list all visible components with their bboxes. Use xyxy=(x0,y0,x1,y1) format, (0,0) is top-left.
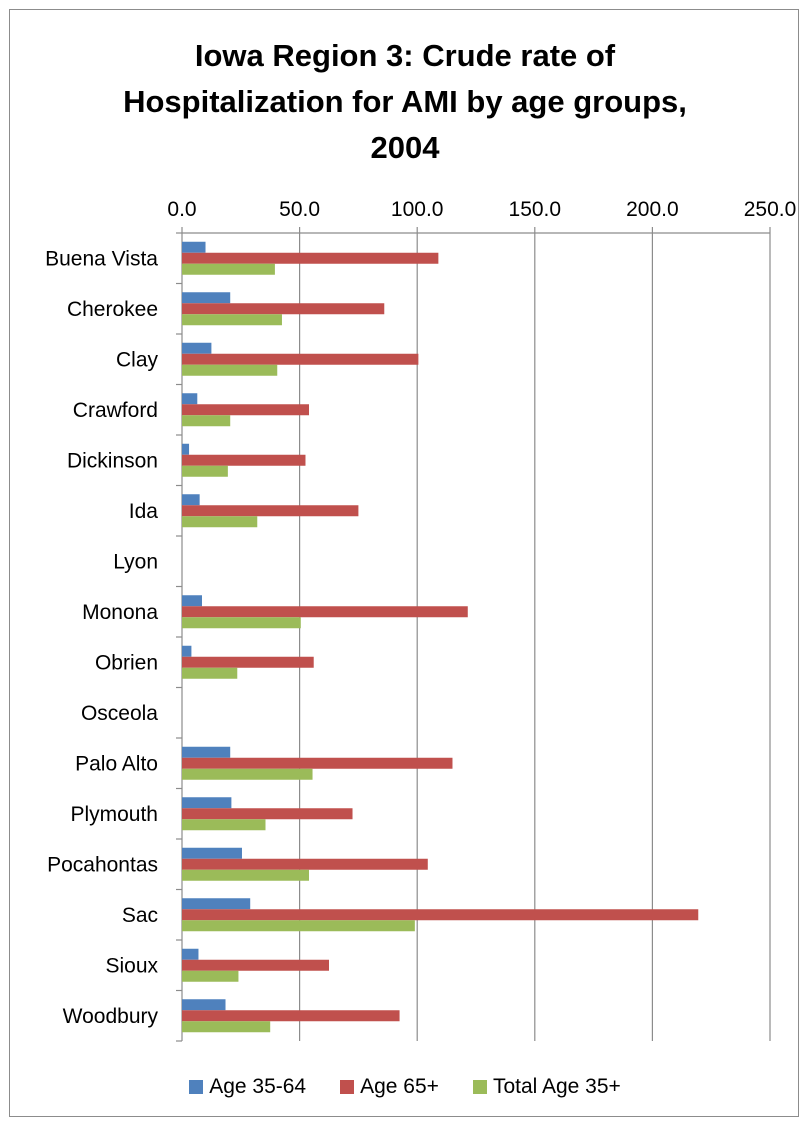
bar-age-35-64 xyxy=(182,948,199,960)
bar-total-age-35 xyxy=(182,314,282,326)
y-category-label: Plymouth xyxy=(70,803,158,826)
legend-item-age-65-plus: Age 65+ xyxy=(340,1075,439,1099)
y-category-label: Sac xyxy=(122,904,158,927)
bar-age-35-64 xyxy=(182,645,192,657)
bar-age-35-64 xyxy=(182,393,198,405)
y-category-label: Ida xyxy=(129,500,159,523)
legend-label-age-65-plus: Age 65+ xyxy=(360,1075,439,1098)
x-tick-label: 150.0 xyxy=(509,198,562,221)
bar-total-age-35 xyxy=(182,920,415,932)
y-category-label: Palo Alto xyxy=(75,752,158,775)
bar-age-35-64 xyxy=(182,342,212,354)
y-category-label: Dickinson xyxy=(67,449,158,472)
chart-title-line-2: Hospitalization for AMI by age groups, xyxy=(123,84,687,119)
bar-age-65 xyxy=(182,656,314,668)
bar-age-35-64 xyxy=(182,595,202,607)
chart-legend: Age 35-64 Age 65+ Total Age 35+ xyxy=(0,1075,810,1099)
bar-total-age-35 xyxy=(182,667,238,679)
x-tick-label: 250.0 xyxy=(744,198,797,221)
legend-swatch-total-age-35-plus xyxy=(472,1080,487,1094)
bar-total-age-35 xyxy=(182,819,266,831)
bar-age-65 xyxy=(182,606,468,618)
x-tick-label: 50.0 xyxy=(279,198,320,221)
bar-age-65 xyxy=(182,353,419,365)
bar-age-65 xyxy=(182,909,699,921)
bar-total-age-35 xyxy=(182,415,231,427)
bar-total-age-35 xyxy=(182,263,275,275)
bar-total-age-35 xyxy=(182,516,258,528)
bar-age-35-64 xyxy=(182,898,251,910)
y-category-label: Crawford xyxy=(73,399,158,422)
bar-age-65 xyxy=(182,959,329,971)
bar-age-35-64 xyxy=(182,292,231,304)
y-category-label: Sioux xyxy=(105,954,158,977)
bar-age-65 xyxy=(182,858,428,870)
bar-age-65 xyxy=(182,303,385,315)
bar-age-65 xyxy=(182,757,453,769)
bar-age-65 xyxy=(182,505,359,517)
legend-label-total-age-35-plus: Total Age 35+ xyxy=(492,1075,621,1098)
x-tick-label: 100.0 xyxy=(391,198,444,221)
y-category-label: Buena Vista xyxy=(45,247,158,270)
bar-total-age-35 xyxy=(182,869,310,881)
chart-title-line-3: 2004 xyxy=(370,130,440,165)
bar-total-age-35 xyxy=(182,364,278,376)
bar-age-65 xyxy=(182,1010,400,1022)
y-category-label: Pocahontas xyxy=(47,853,158,876)
bar-age-65 xyxy=(182,454,306,466)
legend-label-age-35-64: Age 35-64 xyxy=(209,1075,307,1098)
y-category-label: Monona xyxy=(82,601,158,624)
legend-swatch-age-65-plus xyxy=(340,1080,355,1094)
y-category-label: Osceola xyxy=(81,702,158,725)
y-category-label: Obrien xyxy=(95,651,158,674)
y-category-label: Clay xyxy=(116,348,159,371)
legend-item-total-age-35-plus: Total Age 35+ xyxy=(472,1075,621,1099)
bar-age-35-64 xyxy=(182,847,242,859)
bar-age-35-64 xyxy=(182,999,226,1011)
bar-age-35-64 xyxy=(182,797,232,809)
y-category-label: Lyon xyxy=(113,550,158,573)
bar-total-age-35 xyxy=(182,617,301,629)
bar-age-35-64 xyxy=(182,443,190,455)
bar-age-35-64 xyxy=(182,494,200,506)
y-category-label: Woodbury xyxy=(63,1005,159,1028)
legend-swatch-age-35-64 xyxy=(189,1080,204,1094)
bar-total-age-35 xyxy=(182,768,313,780)
bar-age-35-64 xyxy=(182,241,206,253)
chart-frame xyxy=(9,9,799,1117)
x-tick-label: 200.0 xyxy=(626,198,679,221)
x-tick-label: 0.0 xyxy=(167,198,196,221)
chart-title-line-1: Iowa Region 3: Crude rate of xyxy=(194,38,616,73)
legend-item-age-35-64: Age 35-64 xyxy=(189,1075,306,1099)
bar-age-65 xyxy=(182,808,353,820)
bar-age-65 xyxy=(182,252,439,264)
bar-total-age-35 xyxy=(182,465,228,477)
bar-age-65 xyxy=(182,404,310,416)
bar-total-age-35 xyxy=(182,970,239,982)
bar-age-35-64 xyxy=(182,746,231,758)
y-category-label: Cherokee xyxy=(67,298,158,321)
bar-total-age-35 xyxy=(182,1021,271,1033)
